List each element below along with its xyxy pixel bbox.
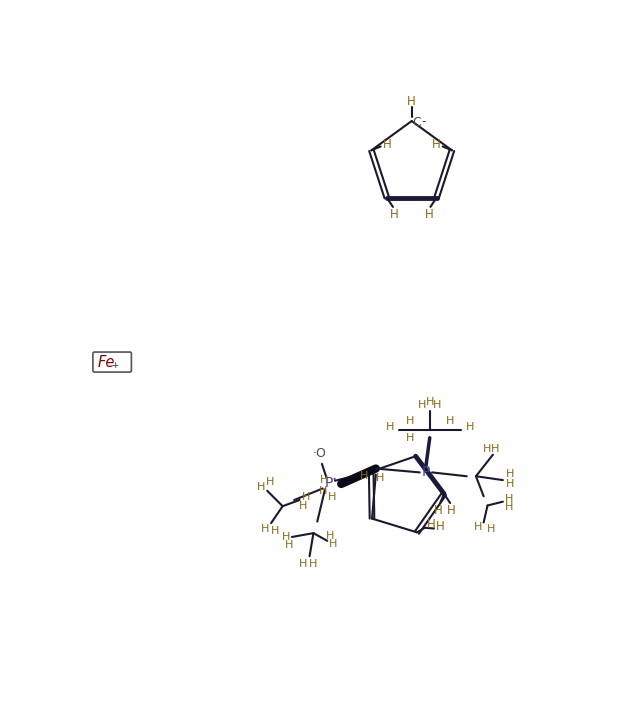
Text: H: H <box>286 540 294 549</box>
Text: H: H <box>326 531 334 541</box>
Text: H: H <box>406 416 415 426</box>
Text: H: H <box>261 524 269 534</box>
Text: H: H <box>425 397 434 408</box>
Text: H: H <box>320 475 329 485</box>
FancyBboxPatch shape <box>93 352 131 372</box>
Text: H: H <box>390 208 399 221</box>
Text: H: H <box>483 444 491 454</box>
Text: H: H <box>360 472 368 481</box>
Text: H: H <box>298 501 307 511</box>
Text: H: H <box>505 502 513 512</box>
Text: H: H <box>434 504 443 517</box>
Text: ·O: ·O <box>313 447 327 460</box>
Text: H: H <box>432 138 441 150</box>
Text: H: H <box>491 444 499 454</box>
Text: H: H <box>487 523 495 534</box>
Text: H: H <box>474 522 482 532</box>
Text: H: H <box>375 473 384 483</box>
Text: H: H <box>434 400 442 410</box>
Text: H: H <box>466 422 474 432</box>
Text: H: H <box>382 138 391 150</box>
Text: H: H <box>447 504 456 517</box>
Text: H: H <box>281 532 290 542</box>
Text: H: H <box>270 526 279 536</box>
Text: +: + <box>111 361 118 369</box>
Text: P: P <box>422 465 430 480</box>
Text: P: P <box>325 476 333 490</box>
Text: H: H <box>257 482 265 492</box>
Text: H: H <box>319 486 327 496</box>
Text: H: H <box>435 520 444 533</box>
Text: H: H <box>418 400 426 410</box>
Text: -: - <box>421 115 425 128</box>
Text: H: H <box>505 495 513 504</box>
Text: H: H <box>299 559 308 569</box>
Text: H: H <box>425 208 434 221</box>
Text: ·: · <box>331 471 336 489</box>
Text: H: H <box>506 469 514 479</box>
Text: H: H <box>329 539 337 549</box>
Text: H: H <box>386 422 394 432</box>
Text: H: H <box>446 416 455 426</box>
Text: H: H <box>506 479 514 489</box>
Text: H: H <box>328 492 336 502</box>
Text: H: H <box>309 559 318 569</box>
Text: H: H <box>266 477 274 487</box>
Text: C: C <box>413 116 422 129</box>
Text: H: H <box>407 94 416 107</box>
Text: H: H <box>406 433 415 443</box>
Text: Fe: Fe <box>98 354 116 369</box>
Text: H: H <box>427 518 435 531</box>
Text: H: H <box>301 492 310 502</box>
